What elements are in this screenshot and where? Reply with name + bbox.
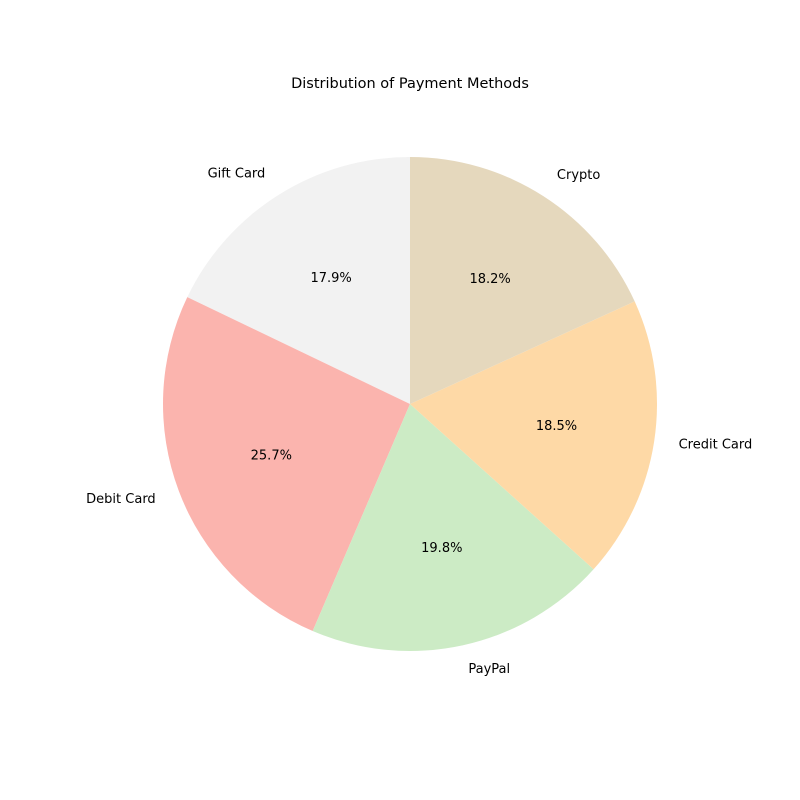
slice-value-debit-card: 25.7% — [251, 449, 292, 464]
chart-title: Distribution of Payment Methods — [291, 76, 529, 92]
pie-slice-debit-card — [162, 297, 410, 632]
pie-slice-gift-card — [187, 157, 410, 404]
slice-value-paypal: 19.8% — [421, 541, 462, 556]
slice-value-crypto: 18.2% — [469, 272, 510, 287]
pie-slice-crypto — [410, 157, 635, 404]
pie-slice-paypal — [312, 404, 594, 651]
slice-label-paypal: PayPal — [468, 662, 510, 677]
slice-value-credit-card: 18.5% — [536, 419, 577, 434]
slice-label-gift-card: Gift Card — [208, 167, 266, 182]
pie-labels: Gift Card 17.9% Debit Card 25.7% PayPal 19.8%… — [86, 167, 752, 677]
slice-label-debit-card: Debit Card — [86, 492, 156, 507]
pie-slices — [162, 157, 658, 651]
slice-label-credit-card: Credit Card — [679, 438, 753, 453]
pie-slice-credit-card — [410, 301, 658, 570]
slice-label-crypto: Crypto — [557, 168, 600, 183]
slice-value-gift-card: 17.9% — [310, 271, 351, 286]
